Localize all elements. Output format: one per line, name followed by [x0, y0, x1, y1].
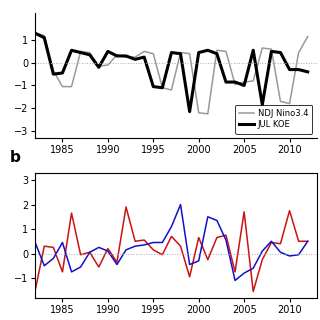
NDJ Nino3.4	[124, 55, 128, 59]
NDJ Nino3.4	[197, 111, 201, 115]
NDJ Nino3.4	[278, 100, 282, 103]
Text: b: b	[10, 150, 21, 165]
JUL KOE	[260, 103, 264, 107]
NDJ Nino3.4	[269, 47, 273, 51]
NDJ Nino3.4	[52, 69, 55, 73]
NDJ Nino3.4	[297, 51, 300, 54]
JUL KOE	[133, 57, 137, 61]
NDJ Nino3.4	[188, 52, 192, 56]
NDJ Nino3.4	[179, 51, 182, 54]
JUL KOE	[197, 51, 201, 54]
JUL KOE	[60, 71, 64, 75]
NDJ Nino3.4	[133, 55, 137, 59]
JUL KOE	[88, 53, 92, 57]
JUL KOE	[151, 85, 155, 89]
NDJ Nino3.4	[60, 85, 64, 89]
JUL KOE	[242, 84, 246, 87]
JUL KOE	[251, 48, 255, 52]
NDJ Nino3.4	[206, 112, 210, 116]
NDJ Nino3.4	[160, 86, 164, 90]
Legend: NDJ Nino3.4, JUL KOE: NDJ Nino3.4, JUL KOE	[235, 105, 312, 133]
NDJ Nino3.4	[233, 83, 237, 86]
NDJ Nino3.4	[215, 48, 219, 52]
JUL KOE	[188, 110, 192, 114]
Line: NDJ Nino3.4: NDJ Nino3.4	[35, 33, 308, 114]
JUL KOE	[215, 52, 219, 56]
JUL KOE	[124, 54, 128, 58]
NDJ Nino3.4	[142, 50, 146, 53]
JUL KOE	[224, 80, 228, 84]
JUL KOE	[106, 50, 110, 53]
NDJ Nino3.4	[115, 53, 119, 57]
JUL KOE	[97, 65, 101, 69]
JUL KOE	[269, 50, 273, 53]
JUL KOE	[233, 80, 237, 84]
NDJ Nino3.4	[224, 50, 228, 53]
JUL KOE	[70, 48, 74, 52]
JUL KOE	[206, 48, 210, 52]
NDJ Nino3.4	[97, 64, 101, 68]
NDJ Nino3.4	[260, 46, 264, 50]
NDJ Nino3.4	[170, 88, 173, 92]
JUL KOE	[142, 55, 146, 59]
NDJ Nino3.4	[251, 79, 255, 83]
JUL KOE	[278, 51, 282, 54]
NDJ Nino3.4	[106, 63, 110, 67]
JUL KOE	[160, 86, 164, 90]
NDJ Nino3.4	[288, 102, 292, 106]
NDJ Nino3.4	[79, 50, 83, 53]
NDJ Nino3.4	[306, 35, 310, 39]
NDJ Nino3.4	[88, 51, 92, 54]
NDJ Nino3.4	[70, 85, 74, 89]
JUL KOE	[52, 72, 55, 76]
NDJ Nino3.4	[242, 80, 246, 84]
JUL KOE	[79, 51, 83, 54]
Line: JUL KOE: JUL KOE	[35, 33, 308, 112]
JUL KOE	[297, 68, 300, 71]
NDJ Nino3.4	[151, 52, 155, 56]
JUL KOE	[170, 51, 173, 54]
JUL KOE	[306, 70, 310, 74]
NDJ Nino3.4	[33, 31, 37, 35]
JUL KOE	[33, 31, 37, 35]
JUL KOE	[42, 36, 46, 40]
JUL KOE	[179, 52, 182, 56]
JUL KOE	[115, 54, 119, 58]
JUL KOE	[288, 68, 292, 71]
NDJ Nino3.4	[42, 34, 46, 37]
